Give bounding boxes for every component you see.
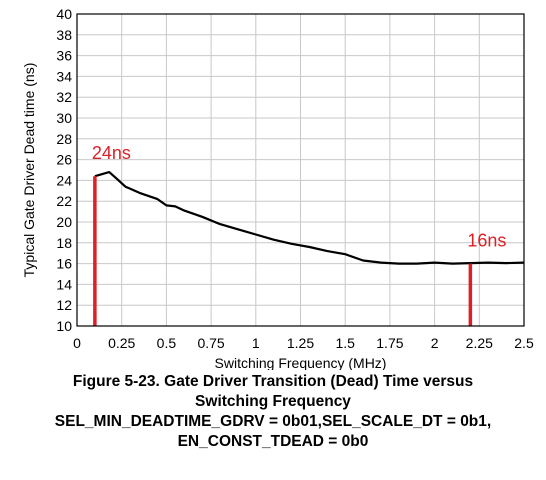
- plot-frame: [76, 13, 525, 327]
- series-line-0: [94, 171, 525, 265]
- y-tick-label: 28: [56, 131, 72, 147]
- x-tick-label: 0.5: [157, 335, 177, 351]
- y-tick-label: 38: [56, 27, 72, 43]
- x-tick-label: 2.5: [514, 335, 534, 351]
- caption-line-2: Switching Frequency: [195, 393, 351, 410]
- y-axis-label: Typical Gate Driver Dead time (ns): [21, 63, 37, 278]
- x-tick-label: 0.75: [197, 335, 224, 351]
- caption-line-1: Figure 5-23. Gate Driver Transition (Dea…: [72, 373, 474, 390]
- y-tick-label: 26: [56, 152, 72, 168]
- x-tick-label: 0: [73, 335, 81, 351]
- x-tick-label: 1.75: [376, 335, 403, 351]
- x-tick-label: 2.25: [466, 335, 493, 351]
- y-tick-label: 24: [56, 172, 72, 188]
- figure-caption: Figure 5-23. Gate Driver Transition (Dea…: [0, 372, 546, 452]
- x-tick-label: 1: [252, 335, 260, 351]
- x-tick-label: 1.5: [335, 335, 355, 351]
- chart-series: [94, 171, 525, 265]
- x-tick-label: 2: [431, 335, 439, 351]
- y-tick-label: 36: [56, 48, 72, 64]
- x-tick-label: 1.25: [287, 335, 314, 351]
- x-tick-label: 0.25: [108, 335, 135, 351]
- caption-line-3: SEL_MIN_DEADTIME_GDRV = 0b01,SEL_SCALE_D…: [54, 413, 492, 430]
- y-tick-label: 20: [56, 214, 72, 230]
- y-tick-label: 22: [56, 193, 72, 209]
- y-tick-label: 16: [56, 256, 72, 272]
- marker-label: 24ns: [92, 143, 131, 163]
- y-tick-label: 30: [56, 110, 72, 126]
- y-tick-label: 18: [56, 235, 72, 251]
- y-tick-label: 14: [56, 276, 72, 292]
- y-tick-label: 32: [56, 89, 72, 105]
- caption-line-4: EN_CONST_TDEAD = 0b0: [177, 433, 369, 450]
- y-tick-label: 34: [56, 68, 72, 84]
- y-tick-label: 12: [56, 297, 72, 313]
- chart-grid: [76, 13, 525, 327]
- marker-label: 16ns: [467, 231, 506, 251]
- y-tick-label: 10: [56, 318, 72, 334]
- x-axis-label: Switching Frequency (MHz): [215, 355, 387, 370]
- chart-markers: 24ns 16ns: [92, 143, 506, 326]
- y-tick-label: 40: [56, 6, 72, 22]
